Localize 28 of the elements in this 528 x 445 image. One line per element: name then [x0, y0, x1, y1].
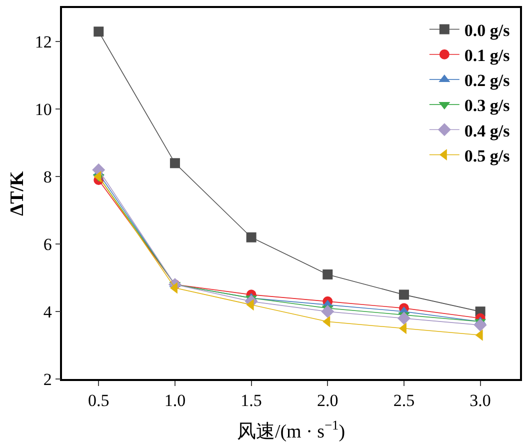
legend-label: 0.2 g/s — [464, 71, 510, 90]
x-tick-label: 0.5 — [88, 391, 110, 410]
x-axis-title: 风速/(m · s$^{−1}$) — [236, 417, 346, 442]
point — [322, 269, 333, 280]
point — [398, 290, 409, 300]
y-tick-label: 4 — [43, 302, 52, 322]
legend-label: 0.3 g/s — [464, 96, 510, 116]
point — [246, 232, 256, 242]
y-tick-label: 10 — [34, 100, 52, 120]
point — [321, 305, 334, 318]
legend-label: 0.4 g/s — [464, 121, 510, 140]
x-tick-label: 1.5 — [240, 391, 262, 410]
x-tick-label: 1.0 — [164, 391, 186, 410]
y-tick-label: 6 — [43, 235, 52, 254]
x-tick-label: 3.0 — [470, 391, 491, 410]
y-tick-label: 2 — [43, 370, 52, 389]
x-tick-label: 2.5 — [393, 391, 415, 410]
legend-label: 0.0 g/s — [464, 20, 510, 40]
y-axis-title: ΔT/K — [7, 170, 28, 216]
point — [397, 312, 410, 325]
y-tick-label: 8 — [43, 168, 52, 187]
legend-label: 0.1 g/s — [464, 46, 510, 65]
point — [94, 26, 104, 37]
point — [474, 318, 487, 332]
point — [170, 158, 180, 168]
y-tick-label: 12 — [34, 32, 52, 52]
x-tick-label: 2.0 — [317, 391, 338, 410]
legend-label: 0.5 g/s — [464, 146, 510, 166]
